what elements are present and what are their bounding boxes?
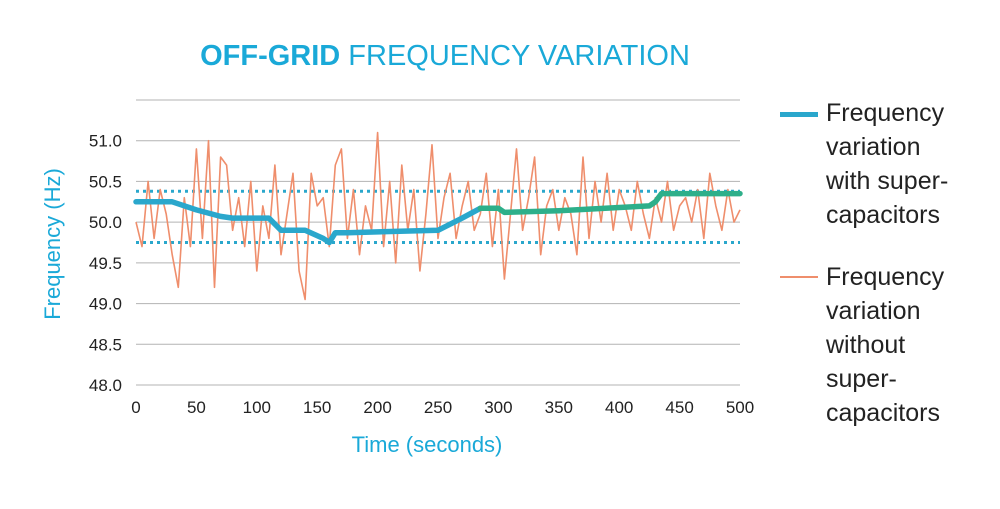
y-tick-label: 51.0: [89, 132, 122, 151]
x-tick-label: 0: [131, 398, 140, 417]
x-tick-label: 400: [605, 398, 633, 417]
y-tick-label: 50.0: [89, 213, 122, 232]
legend-text-without-5: capacitors: [826, 399, 940, 427]
x-tick-label: 250: [424, 398, 452, 417]
series-line-with-supercapacitors: [133, 199, 484, 246]
x-tick-labels: 0 50 100 150 200 250 300 350 400 450 500: [131, 398, 754, 417]
chart-title-bold: OFF-GRID: [200, 40, 341, 72]
legend-text-with-4: capacitors: [826, 201, 940, 229]
chart-title: OFF-GRID FREQUENCY VARIATION: [0, 40, 890, 73]
y-tick-labels: 48.0 48.5 49.0 49.5 50.0 50.5 51.0: [89, 132, 122, 395]
legend-text-without-4: super-: [826, 365, 897, 393]
legend-text-with-2: variation: [826, 133, 921, 161]
x-tick-label: 150: [303, 398, 331, 417]
y-tick-label: 48.5: [89, 335, 122, 354]
y-tick-label: 49.0: [89, 295, 122, 314]
y-tick-label: 50.5: [89, 172, 122, 191]
grid-lines: [136, 99, 740, 386]
legend-text-with-3: with super-: [826, 167, 949, 195]
y-tick-label: 48.0: [89, 376, 122, 395]
legend: Frequency variation with super- capacito…: [780, 96, 990, 458]
x-tick-label: 100: [243, 398, 271, 417]
legend-item-without: Frequency variation without super- capac…: [780, 260, 990, 430]
legend-text-without-2: variation: [826, 297, 921, 325]
legend-swatch-with: [780, 112, 818, 117]
series-lines: [133, 131, 743, 301]
series-line-without-supercapacitors: [135, 131, 741, 301]
legend-text-with-1: Frequency: [826, 99, 945, 127]
x-tick-label: 500: [726, 398, 754, 417]
series-line-with-supercapacitors-late: [477, 190, 743, 216]
threshold-lines: [136, 189, 740, 244]
x-tick-label: 450: [665, 398, 693, 417]
x-tick-label: 200: [363, 398, 391, 417]
x-tick-label: 300: [484, 398, 512, 417]
y-axis-label: Frequency (Hz): [40, 168, 65, 320]
legend-text-without-3: without: [826, 331, 906, 359]
x-axis-label: Time (seconds): [352, 432, 503, 457]
legend-text-without-1: Frequency: [826, 263, 945, 291]
y-tick-label: 49.5: [89, 254, 122, 273]
legend-swatch-without: [780, 276, 818, 278]
x-tick-label: 350: [545, 398, 573, 417]
legend-item-with: Frequency variation with super- capacito…: [780, 96, 990, 232]
x-tick-label: 50: [187, 398, 206, 417]
chart-title-rest: FREQUENCY VARIATION: [340, 40, 690, 72]
